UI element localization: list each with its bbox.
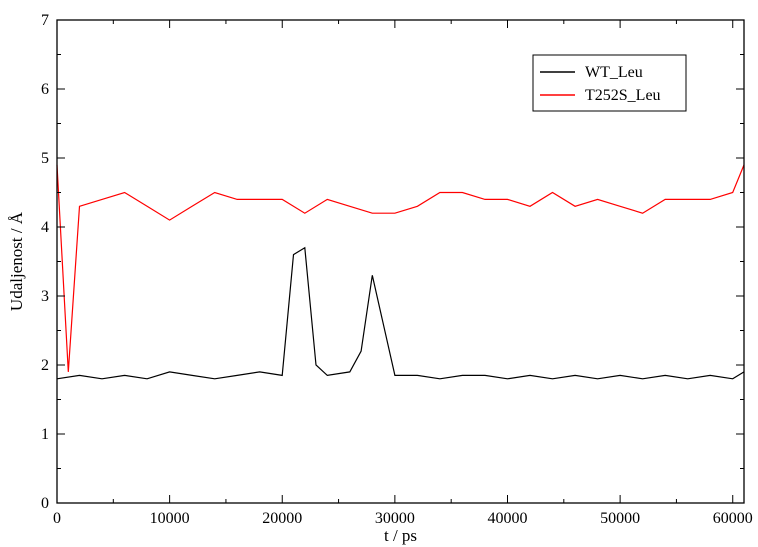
x-tick-label: 50000: [600, 510, 640, 527]
x-axis-title: t / ps: [384, 526, 417, 545]
y-axis-title: Udaljenost / Å: [7, 211, 26, 311]
y-tick-label: 0: [41, 495, 49, 512]
y-tick-label: 1: [41, 426, 49, 443]
x-tick-label: 20000: [262, 510, 302, 527]
y-tick-label: 2: [41, 357, 49, 374]
x-tick-label: 0: [53, 510, 61, 527]
legend-box: [532, 54, 687, 112]
x-tick-label: 10000: [150, 510, 190, 527]
legend-label-1: WT_Leu: [585, 64, 643, 81]
y-tick-label: 7: [41, 12, 49, 29]
y-tick-label: 3: [41, 288, 49, 305]
y-tick-label: 5: [41, 150, 49, 167]
x-tick-label: 60000: [713, 510, 753, 527]
series-line-1: [56, 246, 745, 380]
ticks-layer: 0 10000 20000 30000 40000 50000 60000 0 1 2 3 4 5 6 7: [41, 12, 753, 527]
y-tick-label: 4: [41, 219, 49, 236]
series-line-2: [56, 164, 745, 372]
legend: WT_Leu T252S_Leu: [532, 54, 687, 112]
series-layer: [56, 164, 745, 380]
legend-label-2: T252S_Leu: [585, 87, 661, 104]
y-tick-label: 6: [41, 81, 49, 98]
x-tick-label: 40000: [487, 510, 527, 527]
x-tick-label: 30000: [375, 510, 415, 527]
